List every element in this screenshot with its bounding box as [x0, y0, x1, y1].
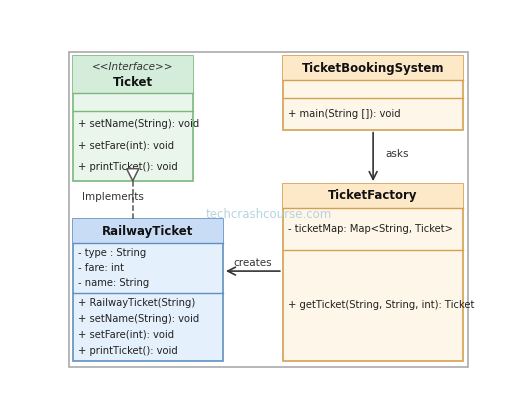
Text: - fare: int: - fare: int — [78, 263, 124, 273]
Bar — [283, 184, 463, 361]
Bar — [73, 56, 193, 181]
Text: RailwayTicket: RailwayTicket — [102, 225, 194, 238]
Text: + getTicket(String, String, int): Ticket: + getTicket(String, String, int): Ticket — [288, 300, 474, 310]
Text: TicketBookingSystem: TicketBookingSystem — [302, 62, 444, 75]
Text: + main(String []): void: + main(String []): void — [288, 109, 400, 119]
Bar — [283, 184, 463, 208]
Bar — [73, 219, 223, 361]
Bar — [73, 219, 223, 243]
Text: <<Interface>>: <<Interface>> — [92, 62, 173, 72]
Bar — [283, 56, 463, 80]
Polygon shape — [127, 168, 139, 181]
Text: Ticket: Ticket — [113, 76, 153, 89]
Bar — [283, 56, 463, 129]
Text: TicketFactory: TicketFactory — [329, 190, 418, 203]
Text: - name: String: - name: String — [78, 278, 149, 288]
Text: asks: asks — [385, 149, 409, 159]
Text: techcrashcourse.com: techcrashcourse.com — [205, 208, 332, 221]
Text: creates: creates — [234, 258, 272, 268]
Bar — [73, 56, 193, 93]
Text: + printTicket(): void: + printTicket(): void — [78, 346, 178, 356]
Text: + setName(String): void: + setName(String): void — [78, 120, 199, 129]
Text: + RailwayTicket(String): + RailwayTicket(String) — [78, 298, 195, 308]
Text: + printTicket(): void: + printTicket(): void — [78, 162, 178, 172]
Text: Implements: Implements — [82, 192, 144, 202]
Text: + setName(String): void: + setName(String): void — [78, 314, 199, 324]
Text: - ticketMap: Map<String, Ticket>: - ticketMap: Map<String, Ticket> — [288, 224, 453, 234]
Text: + setFare(int): void: + setFare(int): void — [78, 330, 174, 340]
Text: - type : String: - type : String — [78, 248, 146, 258]
Text: + setFare(int): void: + setFare(int): void — [78, 141, 174, 151]
